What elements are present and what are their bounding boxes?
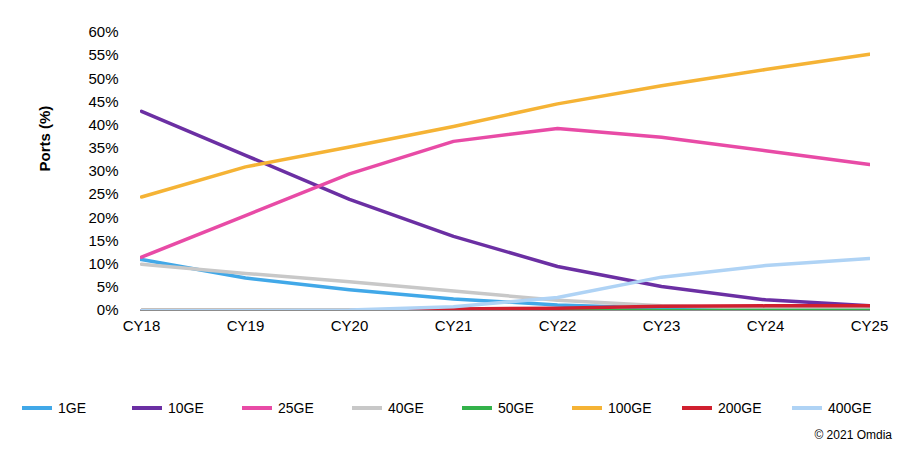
- svg-text:30%: 30%: [88, 162, 118, 179]
- svg-text:CY23: CY23: [643, 317, 681, 334]
- svg-text:45%: 45%: [88, 93, 118, 110]
- svg-text:CY18: CY18: [123, 317, 161, 334]
- svg-text:55%: 55%: [88, 46, 118, 63]
- svg-text:5%: 5%: [97, 278, 119, 295]
- svg-text:25%: 25%: [88, 185, 118, 202]
- svg-text:CY22: CY22: [539, 317, 577, 334]
- svg-text:35%: 35%: [88, 139, 118, 156]
- svg-text:0%: 0%: [97, 301, 119, 318]
- svg-text:15%: 15%: [88, 232, 118, 249]
- svg-text:CY25: CY25: [851, 317, 889, 334]
- html-text:400GE: 400GE: [828, 400, 872, 416]
- html-text:100GE: 100GE: [608, 400, 652, 416]
- html-text:10GE: 10GE: [168, 400, 204, 416]
- html-text:200GE: 200GE: [718, 400, 762, 416]
- svg-text:Ports (%): Ports (%): [36, 106, 53, 172]
- svg-text:20%: 20%: [88, 209, 118, 226]
- svg-text:CY20: CY20: [331, 317, 369, 334]
- html-text:1GE: 1GE: [58, 400, 86, 416]
- svg-text:40%: 40%: [88, 116, 118, 133]
- html-text:25GE: 25GE: [278, 400, 314, 416]
- svg-text:CY19: CY19: [227, 317, 265, 334]
- html-text:© 2021 Omdia: © 2021 Omdia: [814, 428, 892, 442]
- svg-text:CY21: CY21: [435, 317, 473, 334]
- svg-text:CY24: CY24: [747, 317, 785, 334]
- html-text:50GE: 50GE: [498, 400, 534, 416]
- svg-text:50%: 50%: [88, 70, 118, 87]
- svg-text:10%: 10%: [88, 255, 118, 272]
- html-text:40GE: 40GE: [388, 400, 424, 416]
- svg-text:60%: 60%: [88, 23, 118, 40]
